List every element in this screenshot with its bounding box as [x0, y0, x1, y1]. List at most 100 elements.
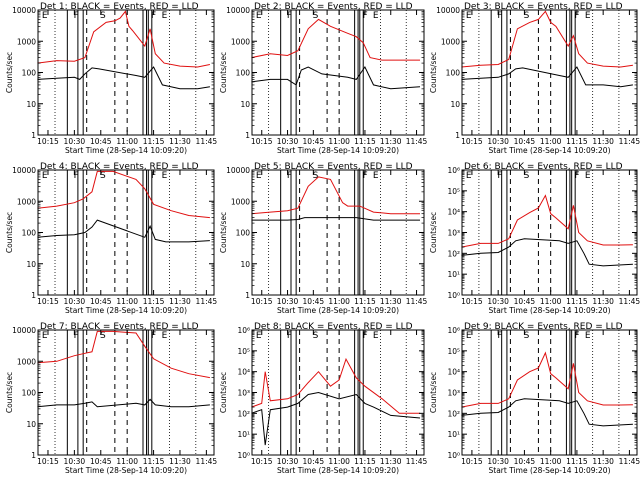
y-axis-label: Counts/sec [5, 52, 14, 93]
panel-title: Det 8: BLACK = Events, RED = LLD [254, 322, 413, 332]
x-tick-label: 11:30 [592, 457, 614, 466]
x-tick-label: 10:15 [37, 137, 59, 146]
series-black [251, 217, 420, 221]
y-axis-label: Counts/sec [429, 372, 438, 413]
y-axis-label: Counts/sec [429, 52, 438, 93]
x-axis-label: Start Time (28-Sep-14 10:09:20) [277, 306, 399, 315]
series-red [461, 194, 633, 248]
x-axis-label: Start Time (28-Sep-14 10:09:20) [277, 146, 399, 155]
y-tick-label: 10000 [226, 166, 250, 175]
y-tick-label: 10⁶ [237, 326, 250, 335]
marker-label: F [74, 11, 79, 21]
x-tick-label: 11:00 [540, 137, 562, 146]
x-tick-label: 11:45 [619, 297, 640, 306]
y-axis-label: Counts/sec [219, 372, 228, 413]
x-tick-label: 11:15 [354, 137, 376, 146]
marker-label: S [524, 171, 530, 181]
marker-label: E [585, 171, 591, 181]
x-axis-label: Start Time (28-Sep-14 10:09:20) [489, 466, 611, 475]
x-tick-label: 11:45 [406, 457, 428, 466]
x-tick-label: 11:00 [540, 457, 562, 466]
plot-frame [37, 9, 215, 136]
marker-label: E [256, 11, 262, 21]
marker-label: E [162, 11, 168, 21]
x-tick-label: 11:00 [116, 137, 138, 146]
y-tick-label: 1000 [17, 357, 36, 366]
panel-title: Det 7: BLACK = Events, RED = LLD [40, 322, 199, 332]
marker-label: F [151, 171, 156, 181]
y-tick-label: 10¹ [447, 430, 460, 439]
y-tick-label: 10000 [226, 6, 250, 15]
x-tick-label: 11:00 [328, 457, 350, 466]
marker-label: E [373, 11, 379, 21]
y-tick-label: 10¹ [237, 430, 250, 439]
marker-label: S [100, 171, 106, 181]
y-tick-label: 100 [236, 229, 251, 238]
panel-title: Det 3: BLACK = Events, RED = LLD [464, 2, 623, 12]
x-axis-label: Start Time (28-Sep-14 10:09:20) [489, 146, 611, 155]
x-tick-label: 11:30 [592, 137, 614, 146]
x-tick-label: 10:15 [251, 297, 273, 306]
x-tick-label: 11:15 [566, 297, 588, 306]
x-tick-label: 10:30 [64, 137, 86, 146]
y-tick-label: 10³ [447, 389, 460, 398]
marker-label: F [151, 11, 156, 21]
y-tick-label: 1 [455, 131, 460, 140]
x-tick-label: 11:30 [380, 457, 402, 466]
x-tick-label: 11:15 [354, 297, 376, 306]
y-tick-label: 100 [22, 389, 37, 398]
x-tick-label: 10:45 [303, 297, 325, 306]
y-tick-label: 10000 [436, 6, 460, 15]
y-tick-label: 1000 [17, 197, 36, 206]
x-tick-label: 10:15 [251, 457, 273, 466]
series-red [251, 18, 420, 61]
y-tick-label: 100 [22, 229, 37, 238]
marker-label: E [256, 331, 262, 341]
x-tick-label: 11:30 [380, 297, 402, 306]
marker-label: F [574, 331, 579, 341]
y-tick-label: 10⁰ [237, 451, 250, 460]
panel-title: Det 5: BLACK = Events, RED = LLD [254, 162, 413, 172]
x-tick-label: 10:15 [37, 457, 59, 466]
plot-frame [251, 169, 425, 296]
series-red [37, 170, 210, 219]
plot-frame [251, 9, 425, 136]
x-tick-label: 11:30 [169, 457, 191, 466]
x-tick-label: 11:15 [143, 297, 165, 306]
panel-title: Det 2: BLACK = Events, RED = LLD [254, 2, 413, 12]
marker-label: F [363, 331, 368, 341]
marker-label: F [574, 11, 579, 21]
x-tick-label: 11:00 [328, 137, 350, 146]
x-tick-label: 11:45 [196, 297, 218, 306]
x-tick-label: 10:30 [64, 297, 86, 306]
marker-label: E [42, 171, 48, 181]
x-axis-label: Start Time (28-Sep-14 10:09:20) [65, 146, 187, 155]
marker-label: F [287, 171, 292, 181]
y-tick-label: 1000 [231, 37, 250, 46]
y-tick-label: 10 [26, 260, 36, 269]
x-tick-label: 10:30 [64, 457, 86, 466]
x-tick-label: 10:30 [277, 137, 299, 146]
marker-label: S [313, 331, 319, 341]
x-axis-label: Start Time (28-Sep-14 10:09:20) [277, 466, 399, 475]
x-tick-label: 10:45 [90, 297, 112, 306]
marker-label: S [100, 11, 106, 21]
x-tick-label: 10:30 [277, 457, 299, 466]
y-tick-label: 10³ [237, 389, 250, 398]
x-tick-label: 11:30 [380, 137, 402, 146]
marker-label: F [287, 331, 292, 341]
x-tick-label: 11:00 [540, 297, 562, 306]
x-axis-label: Start Time (28-Sep-14 10:09:20) [65, 306, 187, 315]
plot-frame [461, 329, 638, 456]
series-black [461, 66, 633, 88]
series-red [251, 176, 420, 215]
x-tick-label: 11:15 [354, 457, 376, 466]
y-tick-label: 10² [237, 409, 250, 418]
